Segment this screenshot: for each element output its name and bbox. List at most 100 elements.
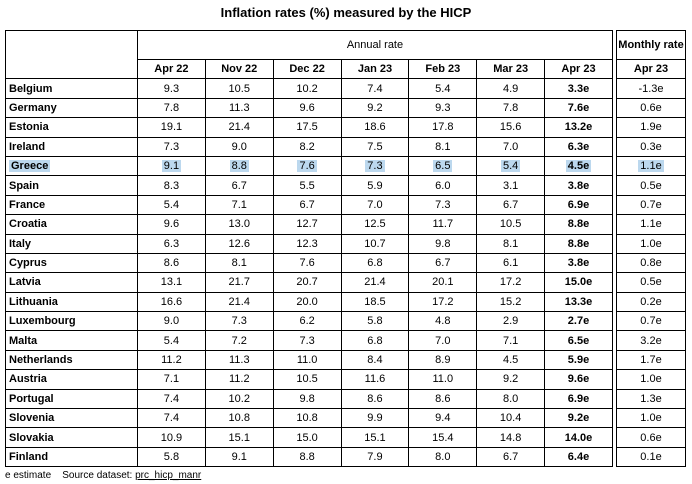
country: Ireland [5,136,138,157]
cell: 9.1 [137,155,206,177]
data-row: 0.2e [616,291,686,313]
cell: 9.2e [544,408,613,429]
cell: 1.1e [616,214,686,235]
corner-cell [5,29,138,80]
cell: 15.0 [272,427,342,448]
cell: 9.6 [272,97,342,119]
cell: 8.8 [204,155,274,177]
cell: 18.5 [340,291,410,313]
cell: 21.4 [340,272,410,293]
cell: 7.8 [476,97,546,119]
annual-table: Annual rate Apr 22 Nov 22 Dec 22 Jan 23 Feb 2… [5,29,613,468]
cell: 7.8 [137,97,206,119]
cell: 6.3e [544,136,613,157]
cell: 7.1 [137,369,206,390]
country: Netherlands [5,349,138,371]
country: Spain [5,175,138,196]
column-header: Apr 23 [616,58,686,80]
title: Inflation rates (%) measured by the HICP [220,5,472,20]
data-row: 1.0e [616,233,686,254]
cell: 7.6 [272,252,342,274]
cell: 18.6 [340,117,410,138]
cell: 20.7 [272,272,342,293]
cell: 5.4 [137,330,206,351]
cell: 1.0e [616,408,686,429]
cell: 1.7e [616,349,686,371]
data-row: 0.5e [616,272,686,293]
cell: 6.1 [476,252,546,274]
cell: 3.3e [544,78,613,99]
data-row: 1.0e [616,369,686,390]
data-row: Latvia 13.1 21.7 20.7 21.4 20.1 17.2 15.0e [5,272,613,293]
cell: 9.2 [340,97,410,119]
cell: 0.5e [616,175,686,196]
data-row: 0.7e [616,194,686,216]
cell: 5.8 [137,446,206,468]
cell: 5.4 [408,78,478,99]
country: Slovakia [5,427,138,448]
country: Malta [5,330,138,351]
cell: 7.0 [340,194,410,216]
cell: 5.9e [544,349,613,371]
footer: e estimate Source dataset: prc_hicp_manr [5,470,201,481]
cell: 9.6e [544,369,613,390]
column-header: Apr 23 [544,58,613,80]
data-row: 0.3e [616,136,686,157]
cell: 6.5 [408,155,478,177]
country: Italy [5,233,138,254]
cell: 6.0 [408,175,478,196]
cell: 6.7 [272,194,342,216]
data-row: 0.6e [616,427,686,448]
cell: 19.1 [137,117,206,138]
cell: 15.6 [476,117,546,138]
cell: 6.9e [544,194,613,216]
data-row: Cyprus 8.6 8.1 7.6 6.8 6.7 6.1 3.8e [5,252,613,274]
data-row: 3.2e [616,330,686,351]
cell: 7.5 [340,136,410,157]
cell: 17.2 [476,272,546,293]
cell: 12.5 [340,214,410,235]
cell: 10.8 [272,408,342,429]
cell: 9.1 [204,446,274,468]
data-row: Malta 5.4 7.2 7.3 6.8 7.0 7.1 6.5e [5,330,613,351]
cell: 7.3 [137,136,206,157]
cell: 17.2 [408,291,478,313]
data-row: Estonia 19.1 21.4 17.5 18.6 17.8 15.6 13.2e [5,117,613,138]
cell: 6.7 [476,194,546,216]
cell: 15.4 [408,427,478,448]
data-row: Croatia 9.6 13.0 12.7 12.5 11.7 10.5 8.8e [5,214,613,235]
cell: 10.7 [340,233,410,254]
cell: 1.3e [616,388,686,410]
data-row: 1.0e [616,408,686,429]
monthly-table: Monthly rate Apr 23 -1.3e 0.6e 1.9e 0.3e 1.1e 0… [616,30,686,468]
cell: 5.9 [340,175,410,196]
cell: 20.0 [272,291,342,313]
cell: 10.5 [204,78,274,99]
cell: 7.3 [340,155,410,177]
column-header: Apr 22 [137,58,206,80]
column-header: Nov 22 [204,58,274,80]
data-row: Ireland 7.3 9.0 8.2 7.5 8.1 7.0 6.3e [5,136,613,157]
cell: 6.7 [476,446,546,468]
cell: 2.9 [476,311,546,332]
cell: 4.5e [544,155,613,177]
cell: 6.4e [544,446,613,468]
cell: 11.3 [204,349,274,371]
data-row: 1.9e [616,117,686,138]
data-row: 1.1e [616,214,686,235]
cell: 9.9 [340,408,410,429]
source-link[interactable]: prc_hicp_manr [135,470,202,481]
cell: 15.2 [476,291,546,313]
cell: 7.3 [408,194,478,216]
cell: 9.6 [137,214,206,235]
cell: 10.8 [204,408,274,429]
cell: 11.6 [340,369,410,390]
data-row: Lithuania 16.6 21.4 20.0 18.5 17.2 15.2 13.3e [5,291,613,313]
cell: 7.6 [272,155,342,177]
country: Portugal [5,388,138,410]
cell: 11.7 [408,214,478,235]
cell: 1.9e [616,117,686,138]
cell: 5.4 [476,155,546,177]
cell: 9.3 [137,78,206,99]
